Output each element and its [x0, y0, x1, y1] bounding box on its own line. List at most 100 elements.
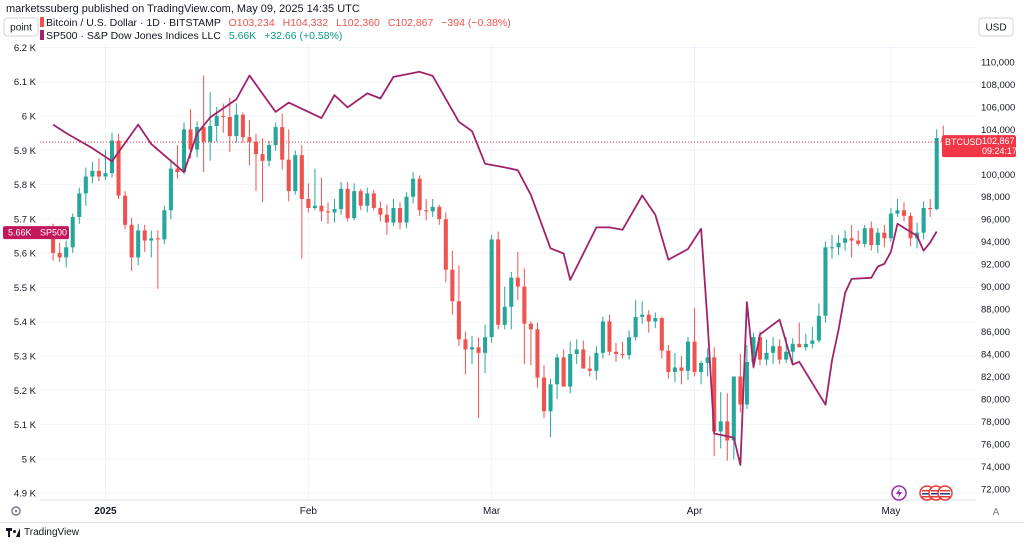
- btc-legend-swatch: [40, 17, 44, 27]
- right-tick-label: 88,000: [981, 305, 1010, 316]
- btc-candle: [561, 349, 566, 387]
- btc-candle: [692, 307, 697, 377]
- btc-candle-body: [496, 239, 501, 325]
- btc-candle: [843, 230, 848, 251]
- btc-candle: [535, 322, 540, 388]
- btc-candle: [136, 223, 141, 266]
- events-icon-group[interactable]: [891, 485, 953, 501]
- btc-candle-body: [136, 230, 141, 258]
- btc-candle-body: [273, 127, 278, 146]
- btc-candle-body: [456, 301, 461, 340]
- time-axis[interactable]: 2025 Feb Mar Apr May: [40, 499, 976, 517]
- btc-candle: [149, 230, 154, 258]
- time-tick-label: Feb: [300, 506, 318, 517]
- btc-candle: [103, 149, 108, 180]
- right-price-axis[interactable]: 110,000108,000106,000104,000102,000100,0…: [981, 57, 1015, 495]
- btc-candle-body: [96, 170, 101, 177]
- btc-candle: [208, 92, 213, 161]
- btc-candle: [273, 122, 278, 151]
- scale-mode-button[interactable]: point: [3, 17, 39, 37]
- btc-candle-body: [181, 129, 187, 173]
- btc-candle: [587, 356, 592, 377]
- left-price-axis[interactable]: 6.2 K 6.1 K 6 K 5.9 K 5.8 K 5.7 K 5.6 K 5.5 K 5.…: [14, 43, 37, 500]
- btc-candle: [358, 188, 363, 211]
- right-tick-label: 92,000: [981, 260, 1010, 271]
- btc-candle: [96, 158, 101, 182]
- btc-candle: [790, 338, 795, 363]
- btc-candle: [640, 301, 645, 324]
- btc-candle-body: [738, 376, 743, 405]
- btc-candles: [51, 75, 946, 461]
- right-tick-label: 72,000: [981, 484, 1010, 495]
- btc-candle-body: [149, 238, 154, 241]
- btc-candle: [849, 224, 854, 258]
- right-tick-label: 98,000: [981, 192, 1010, 203]
- btc-legend-name: Bitcoin / U.S. Dollar · 1D · BITSTAMP: [46, 17, 221, 29]
- btc-candle: [901, 202, 907, 222]
- btc-candle-body: [862, 228, 867, 244]
- btc-candle-body: [803, 343, 808, 348]
- btc-candle-body: [731, 376, 736, 441]
- btc-candle-body: [293, 155, 298, 192]
- btc-candle-body: [790, 343, 795, 352]
- btc-candle: [397, 202, 403, 230]
- btc-candle-body: [77, 193, 82, 217]
- btc-candle-body: [443, 219, 448, 270]
- btc-candle-body: [816, 315, 821, 341]
- left-tick-label: 5.9 K: [14, 146, 37, 157]
- btc-candle: [685, 337, 691, 380]
- currency-button[interactable]: USD: [978, 17, 1014, 37]
- btc-candle-body: [129, 224, 134, 258]
- btc-candle-body: [502, 306, 507, 325]
- left-tick-label: 5.6 K: [14, 249, 37, 260]
- btc-candle-body: [109, 140, 115, 174]
- btc-candle: [522, 268, 527, 365]
- btc-candle: [123, 191, 128, 230]
- btc-candle-body: [476, 347, 481, 353]
- btc-candle-body: [901, 210, 907, 216]
- settings-gear-icon[interactable]: [11, 506, 21, 516]
- btc-candle-body: [195, 127, 200, 150]
- btc-candle: [450, 250, 455, 315]
- btc-candle-body: [869, 228, 874, 246]
- btc-candle: [339, 182, 344, 215]
- right-tick-label: 76,000: [981, 439, 1010, 450]
- btc-candle-body: [424, 210, 429, 212]
- btc-candle-body: [522, 286, 527, 324]
- left-tick-label: 6.1 K: [14, 77, 37, 88]
- time-tick-label: May: [881, 506, 900, 517]
- btc-candle: [64, 240, 69, 268]
- btc-candle: [777, 339, 782, 365]
- btc-candle-body: [895, 210, 900, 214]
- btc-candle-body: [829, 247, 835, 249]
- btc-candle-body: [535, 329, 540, 378]
- right-tick-label: 80,000: [981, 394, 1010, 405]
- btc-candle-body: [659, 318, 664, 351]
- btc-candle: [594, 346, 599, 380]
- btc-candle: [888, 207, 893, 242]
- btc-candle-body: [587, 368, 592, 371]
- btc-candle-body: [875, 232, 880, 246]
- time-tick-label: Apr: [687, 506, 703, 517]
- chart[interactable]: 6.2 K 6.1 K 6 K 5.9 K 5.8 K 5.7 K 5.6 K 5.5 K 5.…: [0, 0, 1024, 522]
- btc-candle: [312, 168, 317, 211]
- btc-candle: [443, 212, 448, 283]
- btc-candle: [829, 234, 835, 259]
- btc-candle: [345, 182, 350, 222]
- left-tick-label: 5.5 K: [14, 283, 37, 294]
- btc-candle-body: [247, 137, 252, 142]
- btc-candle: [201, 75, 206, 173]
- btc-candle: [247, 120, 252, 166]
- left-tick-label: 4.9 K: [14, 489, 37, 500]
- btc-candle: [227, 97, 232, 152]
- tradingview-brand[interactable]: TradingView: [6, 527, 79, 538]
- left-tick-label: 5.7 K: [14, 214, 37, 225]
- left-tick-label: 5.1 K: [14, 420, 37, 431]
- btc-candle-body: [142, 230, 147, 241]
- sp500-legend-change: +32.66 (+0.58%): [264, 30, 342, 42]
- right-tick-label: 78,000: [981, 417, 1010, 428]
- btc-candle: [476, 337, 481, 419]
- auto-scale-button[interactable]: A: [993, 507, 1000, 518]
- sp500-line: [52, 70, 938, 466]
- btc-candle-body: [777, 346, 782, 360]
